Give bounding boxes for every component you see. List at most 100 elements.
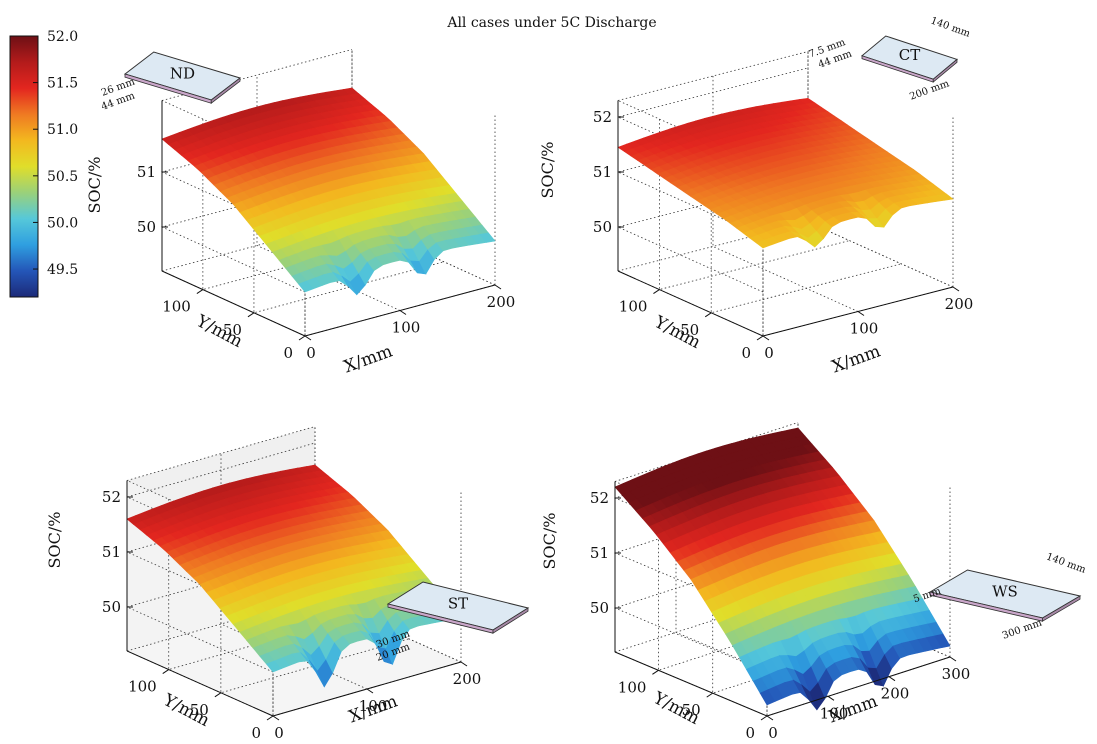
- cell-label: CT: [899, 46, 920, 64]
- surface: [614, 427, 951, 711]
- y-tick: [652, 669, 659, 675]
- y-tick: [704, 312, 712, 318]
- x-axis-label: X/mm: [826, 691, 880, 727]
- y-tick: [214, 692, 222, 698]
- colorbar-tick-label: 49.5: [47, 262, 78, 278]
- z-tick-label: 52: [590, 489, 609, 507]
- cell-dimension-label: 140 mm: [1045, 551, 1088, 576]
- grid-edge: [617, 100, 764, 166]
- grid-edge: [161, 219, 353, 272]
- x-tick-label: 200: [945, 295, 974, 313]
- cell-label: ST: [448, 594, 468, 612]
- y-tick: [266, 715, 274, 721]
- x-tick: [857, 311, 865, 316]
- x-tick-label: 100: [359, 697, 388, 715]
- y-tick-label: 0: [283, 344, 293, 362]
- grid-edge: [126, 480, 274, 546]
- cell-edge: [932, 58, 958, 83]
- colorbar-tick-label: 51.0: [47, 122, 78, 138]
- surface-patch: [479, 232, 496, 243]
- colorbar-tick-label: 51.5: [47, 76, 78, 92]
- x-tick: [366, 688, 374, 694]
- z-tick-label: 51: [593, 163, 612, 181]
- x-axis: [272, 661, 462, 717]
- y-tick-label: 100: [162, 298, 191, 316]
- y-tick-label: 100: [619, 298, 648, 316]
- cell-edge: [1042, 595, 1081, 622]
- z-tick-label: 51: [102, 543, 121, 561]
- y-tick-label: 50: [682, 701, 701, 719]
- colorbar-ticks: 52.0 51.5 51.0 50.5 50.0 49.5: [33, 29, 78, 278]
- x-tick: [272, 715, 280, 721]
- y-tick: [247, 312, 255, 318]
- cell-edge: [492, 607, 529, 634]
- y-tick-label: 50: [680, 321, 699, 339]
- x-tick-label: 0: [274, 724, 284, 742]
- y-axis: [161, 270, 306, 337]
- grid-line-y: [659, 119, 850, 291]
- z-tick-label: 50: [590, 599, 609, 617]
- panel-ws: 0 100 200 300 0 50 100 50 51 52 X/mm Y/mm SOC/% WS 140…: [540, 422, 1088, 742]
- grid-edge: [807, 221, 954, 288]
- z-tick-label: 52: [593, 108, 612, 126]
- y-axis-label: Y/mm: [650, 312, 704, 353]
- x-axis: [762, 286, 954, 337]
- y-tick-label: 50: [190, 701, 209, 719]
- grid-edge: [617, 51, 809, 101]
- y-tick: [760, 715, 768, 721]
- z-tick-label: 51: [590, 544, 609, 562]
- y-tick-label: 0: [741, 344, 751, 362]
- surface-patch: [934, 633, 951, 649]
- x-tick: [827, 695, 835, 701]
- grid-line-z: [125, 552, 316, 673]
- z-axis-label: SOC/%: [85, 157, 104, 214]
- x-tick: [304, 335, 312, 341]
- x-tick-label: 100: [850, 320, 879, 338]
- surface: [617, 97, 954, 249]
- y-tick: [196, 289, 204, 294]
- x-tick-label: 200: [453, 670, 482, 688]
- x-tick: [949, 656, 957, 662]
- y-tick: [298, 335, 306, 341]
- z-tick-label: 50: [593, 218, 612, 236]
- cell-label: ND: [170, 64, 195, 82]
- x-axis: [766, 656, 951, 717]
- colorbar-bar: [9, 35, 39, 298]
- grid-line-x: [675, 461, 829, 697]
- grid-line-y: [658, 499, 842, 671]
- y-axis: [126, 650, 274, 717]
- grid-line-z: [616, 122, 809, 238]
- z-axis-label: SOC/%: [538, 142, 557, 199]
- cell-dimension-label: 200 mm: [908, 78, 951, 103]
- grid-line-y: [202, 119, 393, 291]
- z-tick-label: 52: [102, 488, 121, 506]
- colorbar: 52.0 51.5 51.0 50.5 50.0 49.5: [9, 29, 78, 298]
- surface-patch: [937, 193, 954, 201]
- z-tick-label: 51: [137, 163, 156, 181]
- x-tick: [494, 284, 502, 290]
- y-tick: [706, 692, 713, 698]
- x-tick-label: 0: [764, 344, 774, 362]
- x-tick-label: 100: [392, 319, 421, 337]
- z-tick-label: 50: [102, 598, 121, 616]
- grid-edge: [617, 221, 809, 272]
- y-axis-label: Y/mm: [159, 690, 213, 731]
- z-axis-label: SOC/%: [45, 512, 64, 569]
- x-tick-label: 100: [820, 704, 849, 722]
- x-tick: [766, 715, 774, 721]
- y-axis-label: Y/mm: [649, 688, 703, 729]
- y-tick-label: 100: [128, 678, 157, 696]
- grid-line-z: [616, 177, 809, 293]
- y-axis: [614, 651, 768, 717]
- z-axis-label: SOC/%: [540, 513, 559, 570]
- cell-dimension-label: 300 mm: [1001, 617, 1044, 642]
- x-tick-label: 0: [306, 344, 316, 362]
- x-tick: [762, 335, 770, 341]
- grid-edge: [126, 426, 316, 481]
